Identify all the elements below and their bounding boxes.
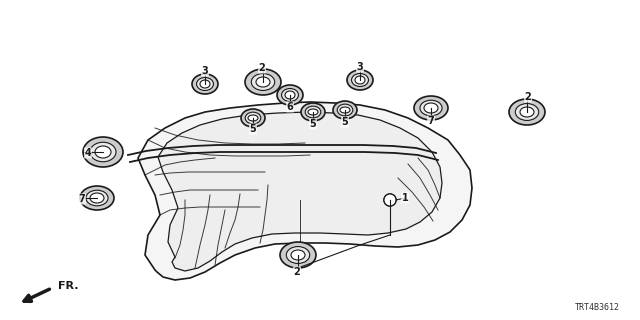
- Text: TRT4B3612: TRT4B3612: [575, 303, 620, 312]
- Text: 5: 5: [250, 124, 257, 134]
- Text: 2: 2: [525, 92, 531, 102]
- Polygon shape: [138, 102, 472, 280]
- Ellipse shape: [80, 186, 114, 210]
- Text: 2: 2: [294, 267, 300, 277]
- Ellipse shape: [308, 109, 318, 115]
- Ellipse shape: [520, 107, 534, 117]
- Ellipse shape: [90, 142, 116, 162]
- Ellipse shape: [200, 80, 210, 88]
- Circle shape: [384, 194, 396, 206]
- Ellipse shape: [256, 77, 270, 87]
- Text: 4: 4: [84, 148, 92, 158]
- Ellipse shape: [384, 194, 396, 206]
- Ellipse shape: [245, 112, 261, 124]
- Ellipse shape: [286, 246, 310, 263]
- Ellipse shape: [291, 250, 305, 260]
- Ellipse shape: [282, 89, 298, 101]
- Ellipse shape: [192, 74, 218, 94]
- Ellipse shape: [90, 193, 104, 203]
- Ellipse shape: [333, 101, 357, 119]
- Ellipse shape: [347, 70, 373, 90]
- Ellipse shape: [86, 190, 108, 206]
- Ellipse shape: [305, 106, 321, 118]
- Polygon shape: [158, 112, 442, 271]
- Text: 2: 2: [259, 63, 266, 73]
- Text: 5: 5: [342, 117, 348, 127]
- Text: FR.: FR.: [58, 281, 79, 291]
- Ellipse shape: [420, 100, 442, 116]
- Ellipse shape: [280, 242, 316, 268]
- Ellipse shape: [248, 115, 258, 121]
- Ellipse shape: [337, 104, 353, 116]
- Ellipse shape: [285, 91, 295, 99]
- Ellipse shape: [355, 76, 365, 84]
- Text: 7: 7: [79, 194, 85, 204]
- Ellipse shape: [83, 137, 123, 167]
- Text: 6: 6: [287, 102, 293, 112]
- Text: 7: 7: [428, 116, 435, 126]
- Text: 3: 3: [202, 66, 209, 76]
- Ellipse shape: [241, 109, 265, 127]
- Ellipse shape: [301, 103, 325, 121]
- Ellipse shape: [277, 85, 303, 105]
- Ellipse shape: [340, 107, 350, 113]
- Ellipse shape: [414, 96, 448, 120]
- Text: 3: 3: [356, 62, 364, 72]
- Ellipse shape: [196, 77, 214, 91]
- Ellipse shape: [245, 69, 281, 95]
- Text: 5: 5: [310, 119, 316, 129]
- Ellipse shape: [95, 146, 111, 158]
- Ellipse shape: [351, 74, 369, 86]
- Ellipse shape: [515, 104, 539, 120]
- Ellipse shape: [252, 74, 275, 91]
- Ellipse shape: [509, 99, 545, 125]
- Text: 1: 1: [402, 193, 408, 203]
- Ellipse shape: [424, 103, 438, 113]
